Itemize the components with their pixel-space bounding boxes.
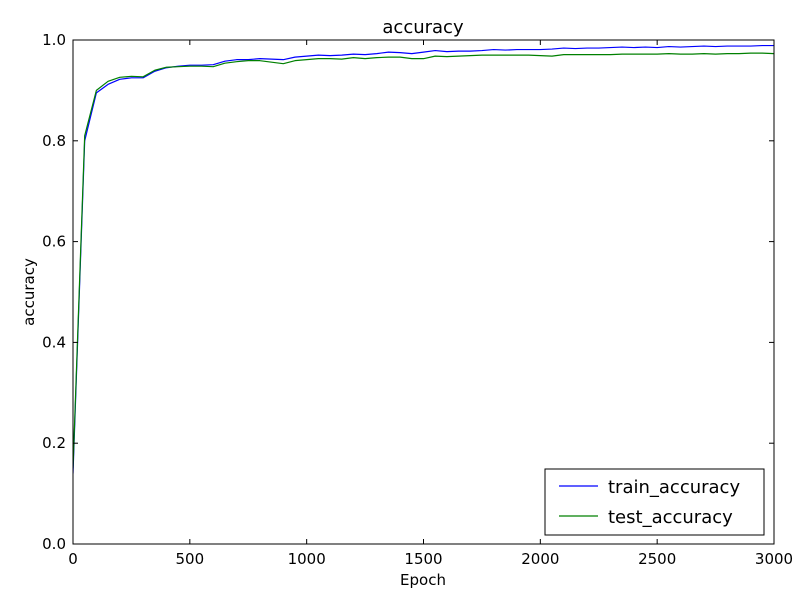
y-tick-label: 0.6 bbox=[42, 233, 66, 251]
plot-frame bbox=[72, 39, 775, 545]
legend-box bbox=[544, 468, 765, 536]
x-tick-label: 2000 bbox=[521, 550, 559, 568]
y-axis-label: accuracy bbox=[20, 258, 38, 326]
ticks-layer: 0 500 1000 1500 2000 2500 3000 0.0 0.2 0.4 0.6 0.8 1… bbox=[42, 31, 793, 568]
series-layer bbox=[73, 44, 774, 474]
series-line-test-accuracy bbox=[73, 52, 774, 469]
x-tick-label: 0 bbox=[68, 550, 78, 568]
y-tick-label: 1.0 bbox=[42, 31, 66, 49]
legend-label-train: train_accuracy bbox=[608, 477, 740, 498]
x-tick-label: 1000 bbox=[288, 550, 326, 568]
chart-title: accuracy bbox=[382, 17, 464, 38]
x-tick-label: 500 bbox=[176, 550, 205, 568]
x-tick-label: 3000 bbox=[755, 550, 793, 568]
x-axis-label: Epoch bbox=[400, 571, 446, 589]
y-tick-label: 0.0 bbox=[42, 535, 66, 553]
series-line-train-accuracy bbox=[73, 44, 774, 474]
y-tick-label: 0.2 bbox=[42, 434, 66, 452]
y-tick-label: 0.8 bbox=[42, 132, 66, 150]
y-tick-label: 0.4 bbox=[42, 333, 66, 351]
x-tick-label: 2500 bbox=[638, 550, 676, 568]
x-tick-label: 1500 bbox=[404, 550, 442, 568]
legend: train_accuracy test_accuracy bbox=[544, 468, 765, 536]
legend-label-test: test_accuracy bbox=[608, 507, 733, 528]
